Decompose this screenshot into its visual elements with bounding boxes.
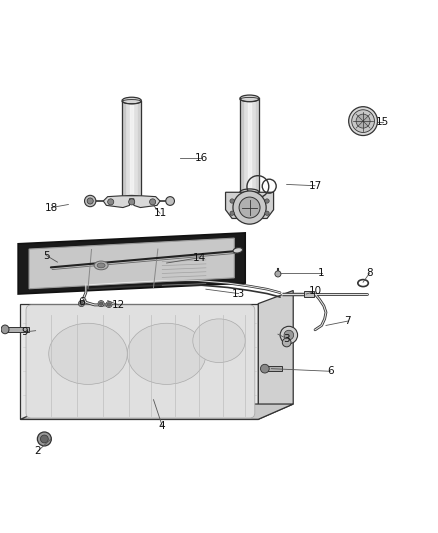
Circle shape (233, 191, 266, 224)
Polygon shape (122, 101, 141, 199)
Circle shape (129, 199, 135, 205)
Circle shape (275, 271, 281, 277)
Text: 9: 9 (21, 327, 28, 337)
Circle shape (106, 302, 112, 308)
Ellipse shape (97, 263, 105, 268)
Text: 4: 4 (159, 421, 166, 431)
Text: 2: 2 (35, 446, 41, 456)
Circle shape (99, 302, 103, 305)
Circle shape (80, 302, 83, 305)
Circle shape (352, 110, 374, 133)
Ellipse shape (122, 196, 141, 202)
Polygon shape (20, 404, 293, 419)
Text: 11: 11 (153, 208, 167, 218)
Ellipse shape (240, 95, 259, 102)
Circle shape (261, 364, 269, 373)
Circle shape (284, 330, 293, 340)
Polygon shape (226, 192, 274, 219)
Bar (304, 292, 314, 297)
Text: 10: 10 (308, 286, 321, 296)
Circle shape (283, 338, 291, 347)
Circle shape (265, 199, 269, 203)
Ellipse shape (49, 323, 127, 384)
Text: 14: 14 (193, 253, 206, 263)
FancyBboxPatch shape (26, 305, 255, 418)
Text: 3: 3 (283, 334, 290, 344)
Text: 1: 1 (318, 268, 325, 278)
Text: 15: 15 (376, 117, 389, 126)
Circle shape (85, 195, 96, 207)
Ellipse shape (240, 189, 259, 196)
Circle shape (280, 326, 297, 344)
Polygon shape (103, 196, 160, 207)
Circle shape (107, 303, 111, 306)
Polygon shape (20, 304, 258, 419)
Circle shape (356, 114, 370, 128)
Ellipse shape (193, 319, 245, 362)
Text: 12: 12 (112, 300, 125, 310)
Polygon shape (240, 99, 259, 192)
Circle shape (265, 211, 269, 215)
Circle shape (108, 199, 114, 205)
Ellipse shape (1, 325, 9, 334)
Circle shape (87, 198, 93, 204)
Ellipse shape (127, 323, 206, 384)
Polygon shape (258, 290, 293, 419)
Text: 17: 17 (308, 181, 321, 191)
Circle shape (239, 197, 260, 218)
Text: 16: 16 (195, 153, 208, 163)
Text: 7: 7 (345, 316, 351, 326)
Bar (265, 366, 283, 372)
Circle shape (349, 107, 378, 135)
Polygon shape (18, 233, 245, 294)
Circle shape (150, 199, 155, 205)
Polygon shape (29, 238, 234, 289)
Circle shape (78, 301, 85, 306)
Circle shape (166, 197, 174, 205)
Text: 18: 18 (45, 203, 58, 213)
Ellipse shape (233, 248, 243, 253)
Text: 13: 13 (232, 288, 245, 298)
Ellipse shape (122, 97, 141, 104)
Text: 6: 6 (327, 366, 334, 376)
Text: 8: 8 (366, 268, 373, 278)
Bar (5, 327, 29, 332)
Circle shape (40, 435, 48, 443)
Circle shape (230, 211, 234, 215)
Circle shape (37, 432, 51, 446)
Ellipse shape (94, 261, 108, 270)
Circle shape (98, 301, 104, 306)
Text: 6: 6 (78, 297, 85, 308)
Circle shape (230, 199, 234, 203)
Text: 5: 5 (43, 251, 50, 261)
